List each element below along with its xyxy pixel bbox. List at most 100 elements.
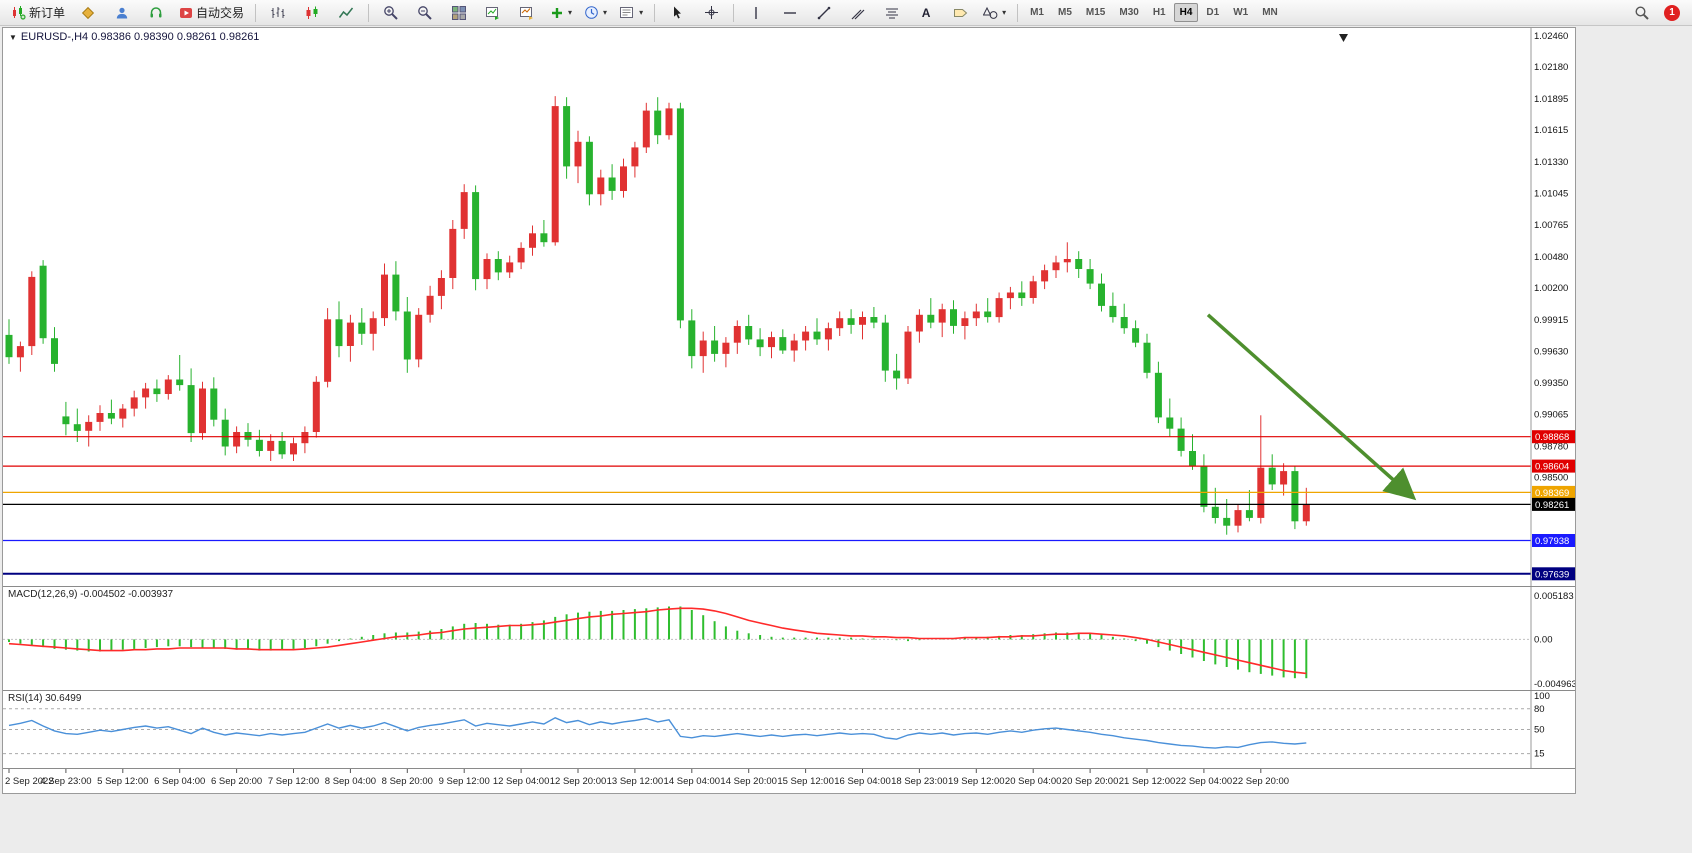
period-m30[interactable]: M30 — [1119, 7, 1139, 18]
trendline-tool[interactable] — [808, 1, 840, 25]
period-h1[interactable]: H1 — [1152, 7, 1166, 18]
add-indicator-icon — [552, 7, 563, 18]
auto-trading-icon — [180, 7, 193, 18]
svg-text:0.98780: 0.98780 — [1534, 442, 1568, 453]
chart-properties-button[interactable]: ▾ — [614, 1, 648, 25]
time-axis[interactable]: 2 Sep 2022 4 Sep 23:00 5 Sep 12:00 6 Sep 04… — [3, 768, 1575, 793]
search-icon — [1635, 5, 1649, 20]
svg-text:0.98500: 0.98500 — [1534, 473, 1568, 484]
period-w1[interactable]: W1 — [1233, 7, 1249, 18]
support-button[interactable] — [140, 1, 172, 25]
svg-text:1.02180: 1.02180 — [1534, 62, 1568, 73]
trendline-icon — [817, 6, 831, 19]
rsi-label: RSI(14) 30.6499 — [8, 693, 82, 704]
cursor-button[interactable] — [661, 1, 693, 25]
svg-text:2 Sep 2022: 2 Sep 2022 — [5, 776, 54, 787]
svg-text:1.01045: 1.01045 — [1534, 189, 1568, 200]
vertical-line-tool[interactable] — [740, 1, 772, 25]
svg-text:6 Sep 04:00: 6 Sep 04:00 — [154, 776, 205, 787]
separator — [368, 3, 370, 22]
template-button[interactable] — [511, 1, 543, 25]
svg-text:19 Sep 12:00: 19 Sep 12:00 — [948, 776, 1005, 787]
separator — [733, 3, 735, 22]
channel-tool[interactable] — [842, 1, 874, 25]
period-mn[interactable]: MN — [1262, 7, 1278, 18]
svg-text:0.97938: 0.97938 — [1535, 536, 1569, 547]
svg-text:0.99350: 0.99350 — [1534, 378, 1568, 389]
svg-text:0.00: 0.00 — [1534, 634, 1553, 645]
indicator-list-icon — [486, 6, 500, 20]
channel-icon — [851, 9, 865, 19]
svg-text:13 Sep 12:00: 13 Sep 12:00 — [607, 776, 664, 787]
fibonacci-icon — [886, 8, 899, 18]
svg-text:14 Sep 04:00: 14 Sep 04:00 — [664, 776, 721, 787]
price-chart-pane[interactable]: ▼ EURUSD-,H4 0.98386 0.98390 0.98261 0.9… — [3, 28, 1575, 586]
svg-text:50: 50 — [1534, 725, 1545, 736]
period-m5[interactable]: M5 — [1058, 7, 1072, 18]
fibonacci-tool[interactable] — [876, 1, 908, 25]
headset-icon — [150, 6, 162, 17]
new-order-icon — [13, 6, 26, 20]
mql-button[interactable] — [72, 1, 104, 25]
chart-properties-icon — [620, 6, 634, 18]
svg-text:1.01615: 1.01615 — [1534, 125, 1568, 136]
period-m1[interactable]: M1 — [1030, 7, 1044, 18]
chart-window: ▼ EURUSD-,H4 0.98386 0.98390 0.98261 0.9… — [2, 27, 1576, 794]
macd-label: MACD(12,26,9) -0.004502 -0.003937 — [8, 589, 174, 600]
text-tool[interactable]: A — [910, 1, 942, 25]
svg-text:7 Sep 12:00: 7 Sep 12:00 — [268, 776, 319, 787]
svg-text:0.99630: 0.99630 — [1534, 347, 1568, 358]
zoom-out-icon — [418, 5, 432, 20]
macd-pane[interactable]: MACD(12,26,9) -0.004502 -0.003937 0.0051… — [3, 586, 1575, 690]
indicator-list-button[interactable] — [477, 1, 509, 25]
separator — [255, 3, 257, 22]
template-icon — [520, 6, 534, 20]
line-chart-button[interactable] — [330, 1, 362, 25]
timeframe-clock-button[interactable]: ▾ — [579, 1, 612, 25]
svg-text:0.98868: 0.98868 — [1535, 432, 1569, 443]
svg-text:-0.004963: -0.004963 — [1534, 679, 1575, 690]
svg-text:15: 15 — [1534, 749, 1545, 760]
add-indicator-button[interactable]: ▾ — [545, 1, 577, 25]
horizontal-line-icon — [784, 11, 797, 14]
svg-text:20 Sep 04:00: 20 Sep 04:00 — [1005, 776, 1062, 787]
tile-windows-button[interactable] — [443, 1, 475, 25]
rsi-svg[interactable]: 80 50 15 100 — [3, 691, 1575, 768]
rsi-pane[interactable]: RSI(14) 30.6499 80 50 15 100 — [3, 690, 1575, 768]
shapes-tool[interactable]: ▾ — [978, 1, 1011, 25]
crosshair-button[interactable] — [695, 1, 727, 25]
bar-chart-button[interactable] — [262, 1, 294, 25]
period-d1[interactable]: D1 — [1206, 7, 1220, 18]
zoom-out-button[interactable] — [409, 1, 441, 25]
svg-text:8 Sep 04:00: 8 Sep 04:00 — [325, 776, 376, 787]
svg-text:1.00480: 1.00480 — [1534, 252, 1568, 263]
chart-title: ▼ EURUSD-,H4 0.98386 0.98390 0.98261 0.9… — [9, 31, 259, 43]
chart-menu-icon[interactable]: ▼ — [9, 32, 17, 42]
svg-text:0.98261: 0.98261 — [1535, 500, 1569, 511]
auto-trading-label: 自动交易 — [196, 6, 245, 20]
period-h4[interactable]: H4 — [1173, 3, 1199, 22]
vertical-line-icon — [755, 6, 757, 19]
svg-text:5 Sep 12:00: 5 Sep 12:00 — [97, 776, 148, 787]
zoom-in-button[interactable] — [375, 1, 407, 25]
price-chart-svg[interactable]: 1.02460 1.02180 1.01895 1.01615 1.01330 1.010… — [3, 28, 1575, 586]
clock-icon — [585, 6, 598, 19]
profile-button[interactable] — [106, 1, 138, 25]
search-button[interactable] — [1626, 1, 1658, 25]
svg-text:1.02460: 1.02460 — [1534, 31, 1568, 42]
notification-badge[interactable]: 1 — [1664, 4, 1680, 21]
macd-svg[interactable]: 0.005183 0.00 -0.004963 — [3, 587, 1575, 690]
svg-text:0.97639: 0.97639 — [1535, 569, 1569, 580]
new-order-button[interactable]: 新订单 — [6, 1, 70, 25]
svg-text:12 Sep 04:00: 12 Sep 04:00 — [493, 776, 550, 787]
svg-text:18 Sep 23:00: 18 Sep 23:00 — [891, 776, 948, 787]
dropdown-icon: ▾ — [568, 8, 573, 17]
candlestick-chart-button[interactable] — [296, 1, 328, 25]
toolbar-right: 1 — [1626, 1, 1686, 25]
svg-text:1.01895: 1.01895 — [1534, 94, 1568, 105]
auto-trading-button[interactable]: 自动交易 — [174, 1, 249, 25]
period-m15[interactable]: M15 — [1085, 7, 1106, 18]
horizontal-line-tool[interactable] — [774, 1, 806, 25]
label-tool[interactable] — [944, 1, 976, 25]
